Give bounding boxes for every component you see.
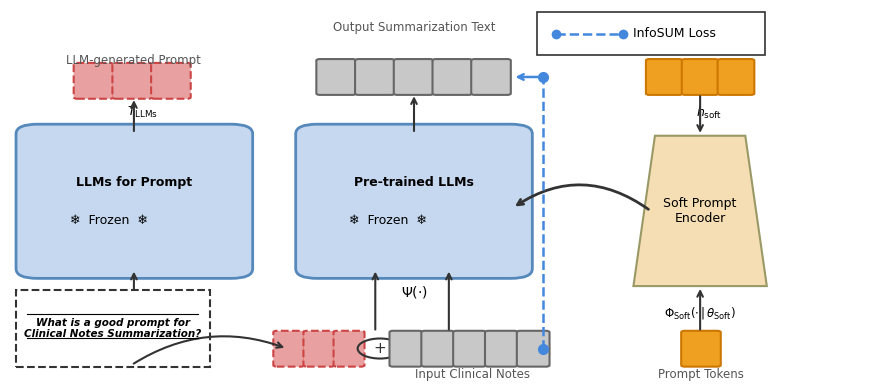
Polygon shape (634, 136, 766, 286)
FancyBboxPatch shape (296, 124, 532, 278)
Text: $\Psi(\cdot)$: $\Psi(\cdot)$ (401, 284, 428, 300)
Text: $h_{\mathrm{soft}}$: $h_{\mathrm{soft}}$ (696, 104, 722, 121)
FancyBboxPatch shape (472, 59, 511, 95)
Text: Prompt Tokens: Prompt Tokens (658, 368, 744, 381)
Text: Soft Prompt
Encoder: Soft Prompt Encoder (663, 197, 737, 225)
FancyBboxPatch shape (432, 59, 473, 95)
Text: ❄  Frozen  ❄: ❄ Frozen ❄ (70, 214, 148, 227)
FancyBboxPatch shape (74, 63, 113, 99)
FancyBboxPatch shape (112, 63, 152, 99)
FancyBboxPatch shape (536, 13, 765, 55)
FancyBboxPatch shape (718, 59, 754, 95)
FancyBboxPatch shape (273, 331, 304, 367)
FancyBboxPatch shape (422, 331, 454, 367)
FancyBboxPatch shape (151, 63, 191, 99)
Text: +: + (374, 341, 387, 356)
Text: ❄  Frozen  ❄: ❄ Frozen ❄ (349, 214, 427, 227)
Text: LLM-generated Prompt: LLM-generated Prompt (66, 54, 201, 67)
FancyBboxPatch shape (485, 331, 518, 367)
Text: InfoSUM Loss: InfoSUM Loss (633, 27, 716, 40)
Text: Input Clinical Notes: Input Clinical Notes (415, 368, 529, 381)
FancyBboxPatch shape (517, 331, 550, 367)
FancyBboxPatch shape (394, 59, 433, 95)
FancyBboxPatch shape (16, 124, 253, 278)
FancyBboxPatch shape (646, 59, 682, 95)
Text: What is a good prompt for
Clinical Notes Summarization?: What is a good prompt for Clinical Notes… (24, 317, 201, 339)
FancyBboxPatch shape (355, 59, 395, 95)
Text: LLMs for Prompt: LLMs for Prompt (76, 176, 192, 188)
FancyBboxPatch shape (317, 59, 356, 95)
FancyBboxPatch shape (16, 290, 210, 367)
Text: Pre-trained LLMs: Pre-trained LLMs (354, 176, 474, 188)
Text: $T_{\mathrm{LLMs}}$: $T_{\mathrm{LLMs}}$ (127, 105, 158, 120)
Text: Output Summarization Text: Output Summarization Text (333, 22, 495, 34)
FancyBboxPatch shape (682, 331, 721, 367)
FancyBboxPatch shape (333, 331, 365, 367)
FancyBboxPatch shape (389, 331, 422, 367)
FancyBboxPatch shape (304, 331, 334, 367)
FancyBboxPatch shape (682, 59, 718, 95)
FancyBboxPatch shape (453, 331, 486, 367)
Text: Soft Prompt Vectors: Soft Prompt Vectors (641, 22, 759, 34)
Text: $\Phi_{\mathrm{Soft}}(\cdot\,|\,\theta_{\mathrm{Soft}})$: $\Phi_{\mathrm{Soft}}(\cdot\,|\,\theta_{… (664, 305, 736, 321)
